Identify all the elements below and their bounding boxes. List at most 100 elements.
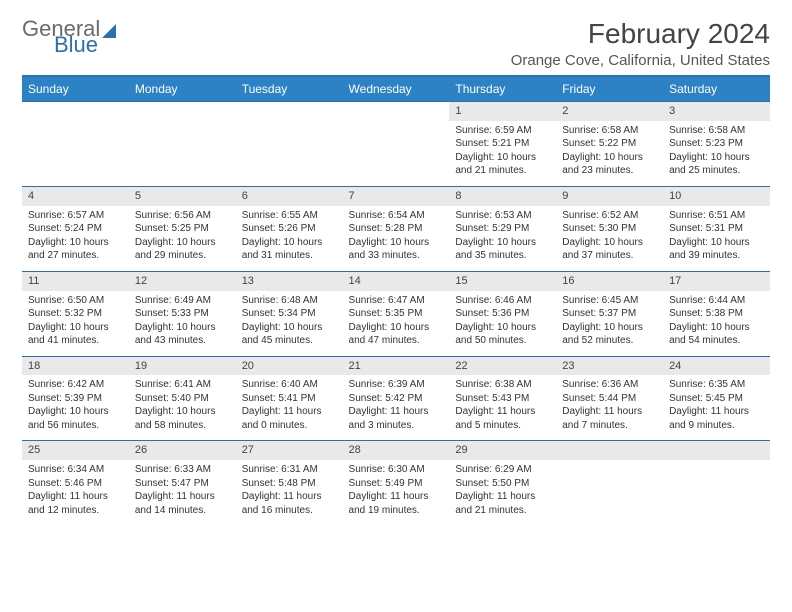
sunset-text: Sunset: 5:39 PM	[28, 392, 123, 406]
calendar-week-row: 11Sunrise: 6:50 AMSunset: 5:32 PMDayligh…	[22, 271, 770, 356]
calendar-week-row: 1Sunrise: 6:59 AMSunset: 5:21 PMDaylight…	[22, 102, 770, 187]
calendar-cell: 7Sunrise: 6:54 AMSunset: 5:28 PMDaylight…	[343, 186, 450, 271]
daylight-text: Daylight: 10 hours	[455, 321, 550, 335]
day-body: Sunrise: 6:39 AMSunset: 5:42 PMDaylight:…	[343, 375, 450, 440]
day-body: Sunrise: 6:49 AMSunset: 5:33 PMDaylight:…	[129, 291, 236, 356]
logo: General Blue	[22, 18, 116, 56]
sunset-text: Sunset: 5:29 PM	[455, 222, 550, 236]
sunset-text: Sunset: 5:50 PM	[455, 477, 550, 491]
daylight-text: and 19 minutes.	[349, 504, 444, 518]
calendar-cell: 17Sunrise: 6:44 AMSunset: 5:38 PMDayligh…	[663, 271, 770, 356]
daylight-text: and 47 minutes.	[349, 334, 444, 348]
daylight-text: Daylight: 11 hours	[455, 490, 550, 504]
daylight-text: Daylight: 10 hours	[135, 321, 230, 335]
daylight-text: Daylight: 10 hours	[28, 236, 123, 250]
daylight-text: Daylight: 10 hours	[669, 236, 764, 250]
daylight-text: and 50 minutes.	[455, 334, 550, 348]
day-body: Sunrise: 6:36 AMSunset: 5:44 PMDaylight:…	[556, 375, 663, 440]
sunrise-text: Sunrise: 6:56 AM	[135, 209, 230, 223]
daylight-text: Daylight: 11 hours	[562, 405, 657, 419]
daylight-text: Daylight: 10 hours	[135, 405, 230, 419]
calendar-cell: 11Sunrise: 6:50 AMSunset: 5:32 PMDayligh…	[22, 271, 129, 356]
calendar-cell: 28Sunrise: 6:30 AMSunset: 5:49 PMDayligh…	[343, 441, 450, 525]
day-number: 25	[22, 441, 129, 460]
sunset-text: Sunset: 5:47 PM	[135, 477, 230, 491]
calendar-cell: 4Sunrise: 6:57 AMSunset: 5:24 PMDaylight…	[22, 186, 129, 271]
day-number: 7	[343, 187, 450, 206]
sunrise-text: Sunrise: 6:58 AM	[669, 124, 764, 138]
day-body: Sunrise: 6:42 AMSunset: 5:39 PMDaylight:…	[22, 375, 129, 440]
calendar-cell: 24Sunrise: 6:35 AMSunset: 5:45 PMDayligh…	[663, 356, 770, 441]
calendar-cell: 13Sunrise: 6:48 AMSunset: 5:34 PMDayligh…	[236, 271, 343, 356]
day-number: 28	[343, 441, 450, 460]
calendar-cell	[663, 441, 770, 525]
calendar-cell	[129, 102, 236, 187]
sunset-text: Sunset: 5:45 PM	[669, 392, 764, 406]
daylight-text: Daylight: 11 hours	[242, 405, 337, 419]
day-body: Sunrise: 6:29 AMSunset: 5:50 PMDaylight:…	[449, 460, 556, 525]
calendar-cell: 23Sunrise: 6:36 AMSunset: 5:44 PMDayligh…	[556, 356, 663, 441]
sunset-text: Sunset: 5:35 PM	[349, 307, 444, 321]
col-tuesday: Tuesday	[236, 76, 343, 102]
day-body: Sunrise: 6:34 AMSunset: 5:46 PMDaylight:…	[22, 460, 129, 525]
day-number: 17	[663, 272, 770, 291]
day-body: Sunrise: 6:48 AMSunset: 5:34 PMDaylight:…	[236, 291, 343, 356]
day-body: Sunrise: 6:50 AMSunset: 5:32 PMDaylight:…	[22, 291, 129, 356]
calendar-cell: 15Sunrise: 6:46 AMSunset: 5:36 PMDayligh…	[449, 271, 556, 356]
sunrise-text: Sunrise: 6:36 AM	[562, 378, 657, 392]
sunset-text: Sunset: 5:22 PM	[562, 137, 657, 151]
calendar-week-row: 25Sunrise: 6:34 AMSunset: 5:46 PMDayligh…	[22, 441, 770, 525]
daylight-text: Daylight: 10 hours	[562, 151, 657, 165]
day-body: Sunrise: 6:33 AMSunset: 5:47 PMDaylight:…	[129, 460, 236, 525]
day-body: Sunrise: 6:53 AMSunset: 5:29 PMDaylight:…	[449, 206, 556, 271]
day-number: 9	[556, 187, 663, 206]
calendar-cell: 19Sunrise: 6:41 AMSunset: 5:40 PMDayligh…	[129, 356, 236, 441]
calendar-cell: 6Sunrise: 6:55 AMSunset: 5:26 PMDaylight…	[236, 186, 343, 271]
day-number: 16	[556, 272, 663, 291]
daylight-text: and 35 minutes.	[455, 249, 550, 263]
sunrise-text: Sunrise: 6:33 AM	[135, 463, 230, 477]
daylight-text: and 12 minutes.	[28, 504, 123, 518]
sunset-text: Sunset: 5:28 PM	[349, 222, 444, 236]
day-body: Sunrise: 6:58 AMSunset: 5:23 PMDaylight:…	[663, 121, 770, 186]
sunset-text: Sunset: 5:24 PM	[28, 222, 123, 236]
daylight-text: and 5 minutes.	[455, 419, 550, 433]
day-body: Sunrise: 6:45 AMSunset: 5:37 PMDaylight:…	[556, 291, 663, 356]
day-number: 26	[129, 441, 236, 460]
page-title: February 2024	[511, 18, 770, 50]
sunrise-text: Sunrise: 6:35 AM	[669, 378, 764, 392]
calendar-cell: 20Sunrise: 6:40 AMSunset: 5:41 PMDayligh…	[236, 356, 343, 441]
calendar-cell: 3Sunrise: 6:58 AMSunset: 5:23 PMDaylight…	[663, 102, 770, 187]
calendar-header-row: Sunday Monday Tuesday Wednesday Thursday…	[22, 76, 770, 102]
calendar-cell	[236, 102, 343, 187]
calendar-cell	[343, 102, 450, 187]
daylight-text: and 3 minutes.	[349, 419, 444, 433]
day-number: 10	[663, 187, 770, 206]
daylight-text: and 41 minutes.	[28, 334, 123, 348]
calendar-week-row: 18Sunrise: 6:42 AMSunset: 5:39 PMDayligh…	[22, 356, 770, 441]
sunset-text: Sunset: 5:21 PM	[455, 137, 550, 151]
sunset-text: Sunset: 5:23 PM	[669, 137, 764, 151]
daylight-text: and 43 minutes.	[135, 334, 230, 348]
day-number: 23	[556, 357, 663, 376]
sunrise-text: Sunrise: 6:52 AM	[562, 209, 657, 223]
day-number: 24	[663, 357, 770, 376]
sunset-text: Sunset: 5:38 PM	[669, 307, 764, 321]
sunset-text: Sunset: 5:31 PM	[669, 222, 764, 236]
daylight-text: and 31 minutes.	[242, 249, 337, 263]
sunset-text: Sunset: 5:34 PM	[242, 307, 337, 321]
day-body: Sunrise: 6:54 AMSunset: 5:28 PMDaylight:…	[343, 206, 450, 271]
daylight-text: and 52 minutes.	[562, 334, 657, 348]
sunrise-text: Sunrise: 6:59 AM	[455, 124, 550, 138]
day-body: Sunrise: 6:52 AMSunset: 5:30 PMDaylight:…	[556, 206, 663, 271]
col-friday: Friday	[556, 76, 663, 102]
daylight-text: and 16 minutes.	[242, 504, 337, 518]
day-number: 14	[343, 272, 450, 291]
daylight-text: Daylight: 10 hours	[242, 321, 337, 335]
daylight-text: and 21 minutes.	[455, 504, 550, 518]
calendar-cell: 26Sunrise: 6:33 AMSunset: 5:47 PMDayligh…	[129, 441, 236, 525]
day-body: Sunrise: 6:59 AMSunset: 5:21 PMDaylight:…	[449, 121, 556, 186]
sunset-text: Sunset: 5:42 PM	[349, 392, 444, 406]
calendar-cell: 9Sunrise: 6:52 AMSunset: 5:30 PMDaylight…	[556, 186, 663, 271]
daylight-text: and 58 minutes.	[135, 419, 230, 433]
